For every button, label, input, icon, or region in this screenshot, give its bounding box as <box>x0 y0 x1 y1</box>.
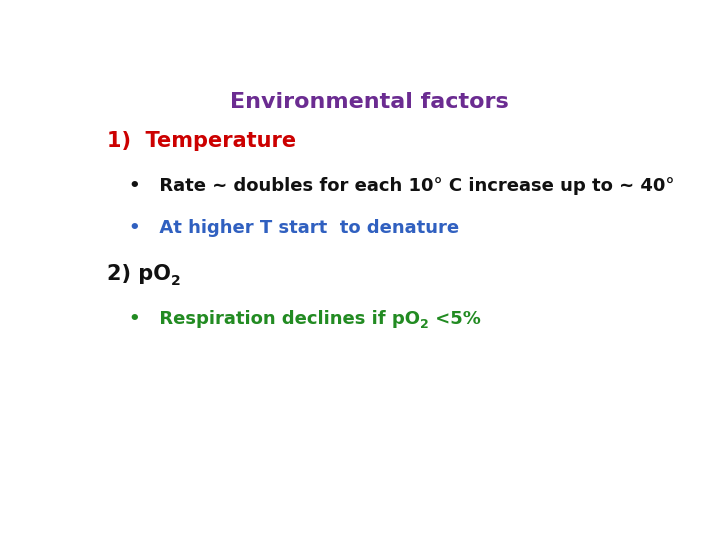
Text: 1)  Temperature: 1) Temperature <box>107 131 296 151</box>
Text: <5%: <5% <box>429 310 481 328</box>
Text: 2: 2 <box>171 274 181 287</box>
Text: 2: 2 <box>420 318 429 330</box>
Text: Environmental factors: Environmental factors <box>230 92 508 112</box>
Text: 2) pO: 2) pO <box>107 265 171 285</box>
Text: •   Rate ~ doubles for each 10° C increase up to ~ 40°: • Rate ~ doubles for each 10° C increase… <box>129 177 675 195</box>
Text: •   Respiration declines if pO: • Respiration declines if pO <box>129 310 420 328</box>
Text: •   At higher T start  to denature: • At higher T start to denature <box>129 219 459 237</box>
